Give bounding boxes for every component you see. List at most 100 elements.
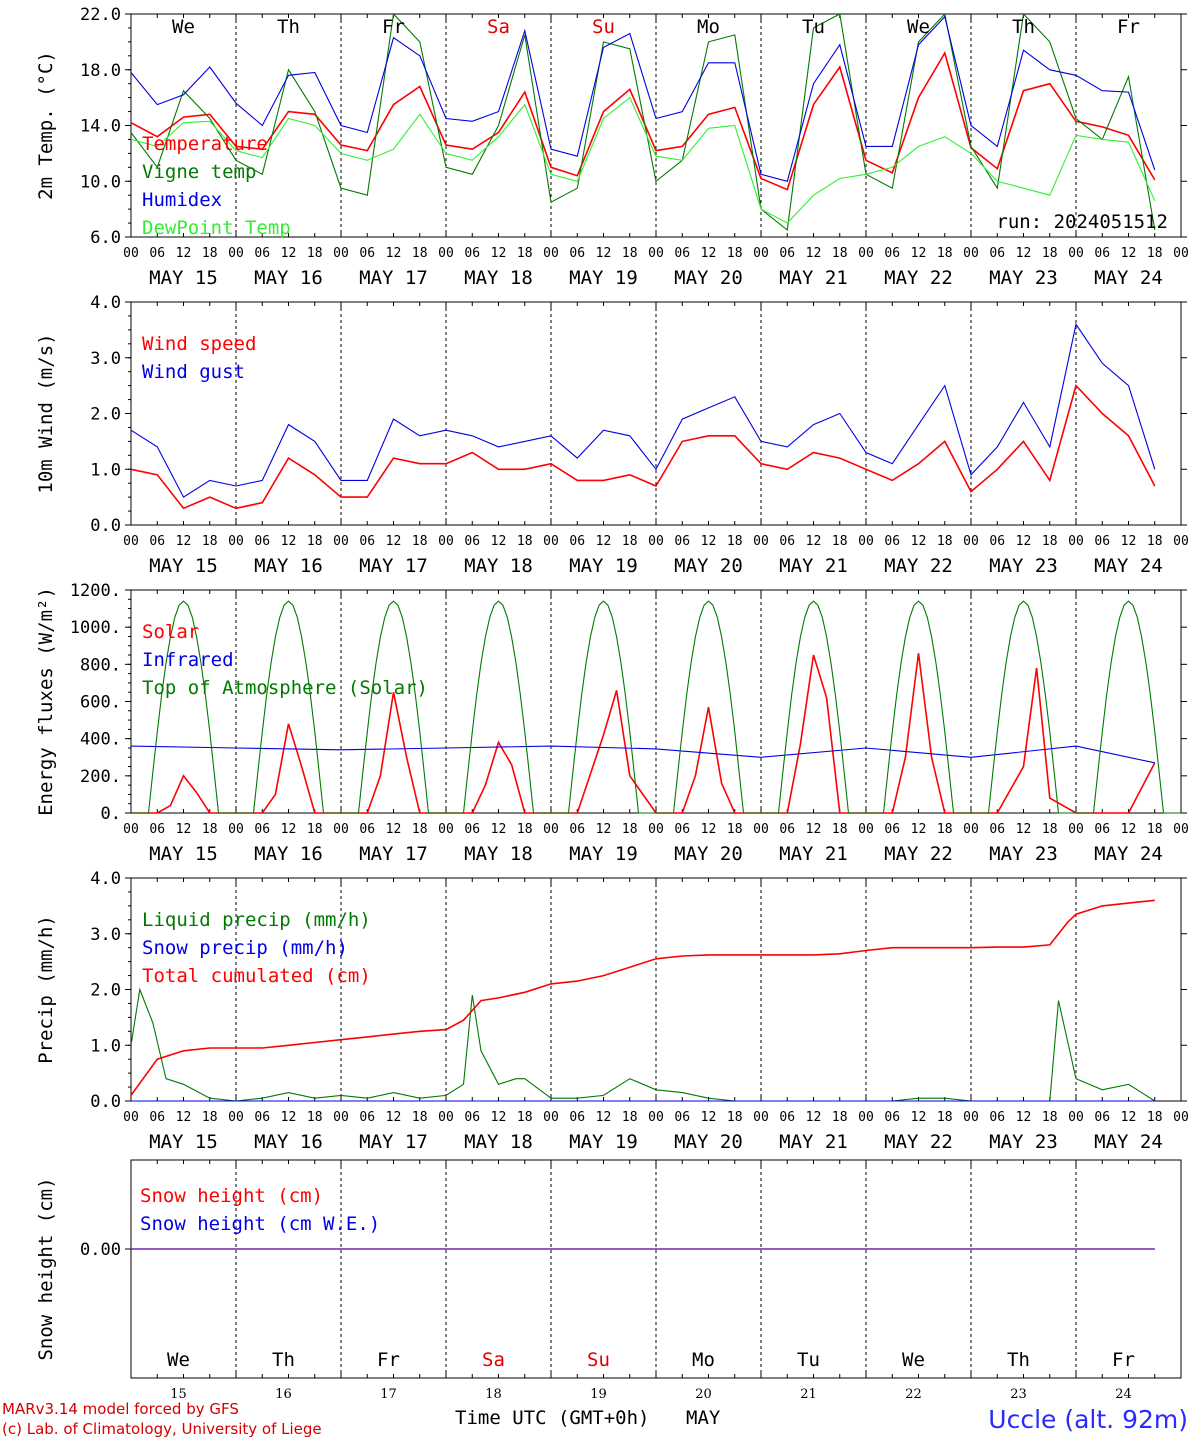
hour-tick-label: 00 (648, 534, 664, 549)
hour-tick-label: 06 (359, 1110, 375, 1125)
day-label: MAY 19 (569, 267, 638, 289)
day-label: MAY 20 (674, 555, 743, 577)
hour-tick-label: 12 (806, 534, 822, 549)
hour-tick-label: 00 (1068, 1110, 1084, 1125)
hour-tick-label: 12 (1121, 822, 1137, 837)
hour-tick-label: 18 (517, 822, 533, 837)
day-label: MAY 16 (254, 1131, 323, 1153)
hour-tick-label: 00 (1173, 1110, 1189, 1125)
day-label: MAY 22 (884, 267, 953, 289)
day-label: MAY 22 (884, 555, 953, 577)
day-number: 16 (275, 1387, 292, 1402)
y-tick-label: 14.0 (80, 117, 121, 137)
hour-tick-label: 06 (779, 822, 795, 837)
hour-tick-label: 00 (438, 1110, 454, 1125)
hour-tick-label: 12 (1121, 246, 1137, 261)
day-label: MAY 23 (989, 1131, 1058, 1153)
y-tick-label: 22.0 (80, 5, 121, 25)
day-label: MAY 15 (149, 555, 218, 577)
day-label: MAY 15 (149, 1131, 218, 1153)
weekday-label: Th (1007, 1349, 1030, 1371)
hour-tick-label: 00 (648, 1110, 664, 1125)
hour-tick-label: 06 (674, 534, 690, 549)
hour-tick-label: 18 (202, 1110, 218, 1125)
hour-tick-label: 12 (281, 1110, 297, 1125)
day-label: MAY 17 (359, 267, 428, 289)
day-label: MAY 24 (1094, 843, 1163, 865)
hour-tick-label: 18 (832, 1110, 848, 1125)
hour-tick-label: 00 (543, 246, 559, 261)
hour-tick-label: 12 (701, 822, 717, 837)
hour-tick-label: 12 (491, 534, 507, 549)
weekday-label: Th (272, 1349, 295, 1371)
hour-tick-label: 18 (517, 246, 533, 261)
hour-tick-label: 06 (989, 1110, 1005, 1125)
weekday-label: Su (587, 1349, 610, 1371)
hour-tick-label: 06 (569, 1110, 585, 1125)
hour-tick-label: 12 (386, 822, 402, 837)
hour-tick-label: 18 (517, 534, 533, 549)
hour-tick-label: 06 (569, 246, 585, 261)
hour-tick-label: 12 (491, 1110, 507, 1125)
day-label: MAY 17 (359, 555, 428, 577)
legend-entry: Snow height (cm) (140, 1185, 323, 1207)
hour-tick-label: 00 (753, 534, 769, 549)
hour-tick-label: 00 (543, 534, 559, 549)
day-label: MAY 21 (779, 267, 848, 289)
y-tick-label: 18.0 (80, 61, 121, 81)
series-temperature (130, 50, 1156, 191)
hour-tick-label: 18 (307, 534, 323, 549)
series-vigne-temp (130, 12, 1156, 232)
hour-tick-label: 18 (412, 534, 428, 549)
day-label: MAY 15 (149, 843, 218, 865)
hour-tick-label: 18 (307, 1110, 323, 1125)
hour-tick-label: 06 (674, 822, 690, 837)
hour-tick-label: 18 (622, 534, 638, 549)
hour-tick-label: 18 (307, 246, 323, 261)
hour-tick-label: 00 (438, 534, 454, 549)
hour-tick-label: 12 (911, 246, 927, 261)
y-tick-label: 3.0 (90, 925, 121, 945)
hour-tick-label: 00 (858, 822, 874, 837)
hour-tick-label: 18 (622, 822, 638, 837)
hour-tick-label: 00 (543, 822, 559, 837)
hour-tick-label: 18 (727, 534, 743, 549)
day-number: 20 (695, 1387, 712, 1402)
weekday-label: We (172, 16, 195, 38)
hour-tick-label: 18 (202, 246, 218, 261)
hour-tick-label: 06 (884, 534, 900, 549)
credit-line-2: (c) Lab. of Climatology, University of L… (2, 1420, 322, 1438)
hour-tick-label: 06 (149, 534, 165, 549)
hour-tick-label: 12 (281, 246, 297, 261)
hour-tick-label: 18 (1042, 534, 1058, 549)
y-tick-label: 4.0 (90, 293, 121, 313)
hour-tick-label: 06 (569, 822, 585, 837)
hour-tick-label: 00 (333, 1110, 349, 1125)
hour-tick-label: 12 (701, 534, 717, 549)
legend-entry: Snow precip (mm/h) (142, 937, 348, 959)
hour-tick-label: 00 (333, 822, 349, 837)
day-label: MAY 15 (149, 267, 218, 289)
hour-tick-label: 18 (1147, 534, 1163, 549)
day-label: MAY 18 (464, 555, 533, 577)
hour-tick-label: 18 (307, 822, 323, 837)
y-tick-label: 800. (80, 655, 121, 675)
day-label: MAY 22 (884, 1131, 953, 1153)
day-label: MAY 17 (359, 1131, 428, 1153)
hour-tick-label: 00 (333, 246, 349, 261)
hour-tick-label: 00 (963, 822, 979, 837)
hour-tick-label: 00 (1068, 534, 1084, 549)
legend-entry: Wind speed (142, 333, 256, 355)
day-number: 19 (590, 1387, 607, 1402)
hour-tick-label: 12 (1016, 822, 1032, 837)
day-number: 24 (1115, 1387, 1132, 1402)
weekday-label: We (902, 1349, 925, 1371)
hour-tick-label: 06 (1094, 822, 1110, 837)
hour-tick-label: 06 (674, 1110, 690, 1125)
hour-tick-label: 00 (123, 1110, 139, 1125)
hour-tick-label: 06 (779, 534, 795, 549)
hour-tick-label: 18 (832, 822, 848, 837)
hour-tick-label: 18 (202, 822, 218, 837)
day-label: MAY 23 (989, 843, 1058, 865)
hour-tick-label: 00 (858, 246, 874, 261)
